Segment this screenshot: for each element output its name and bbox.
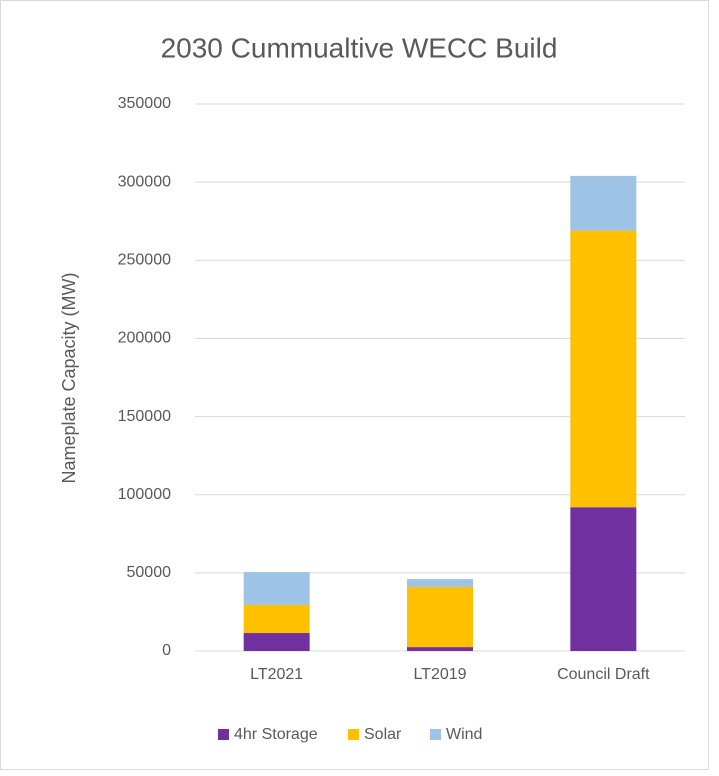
legend-label: Solar [364, 726, 402, 743]
y-tick-label: 50000 [127, 564, 172, 581]
bar-segment [407, 647, 473, 651]
y-tick-label: 250000 [118, 252, 171, 269]
x-tick-label: LT2021 [250, 666, 303, 683]
x-tick-label: LT2019 [413, 666, 466, 683]
bar-segment [243, 572, 310, 605]
bar-segment [570, 175, 637, 231]
legend-swatch [430, 729, 441, 740]
y-tick-label: 300000 [118, 173, 171, 190]
x-tick-label: Council Draft [557, 666, 650, 683]
y-tick-label: 350000 [118, 95, 171, 112]
y-tick-label: 100000 [118, 486, 171, 503]
bar-segment [570, 230, 637, 508]
y-tick-label: 200000 [118, 330, 171, 347]
legend-label: 4hr Storage [234, 726, 318, 743]
y-tick-label: 150000 [118, 408, 171, 425]
bar-segment [407, 586, 473, 648]
y-axis-label: Nameplate Capacity (MW) [59, 272, 79, 483]
bar-segment [407, 579, 473, 587]
y-tick-label: 0 [162, 642, 171, 659]
bar-segment [570, 507, 637, 651]
bar-segment [243, 604, 310, 634]
legend-swatch [348, 729, 359, 740]
chart-title: 2030 Cummualtive WECC Build [161, 32, 558, 63]
legend-label: Wind [446, 726, 482, 743]
bar-segment [243, 633, 310, 651]
legend-swatch [218, 729, 229, 740]
